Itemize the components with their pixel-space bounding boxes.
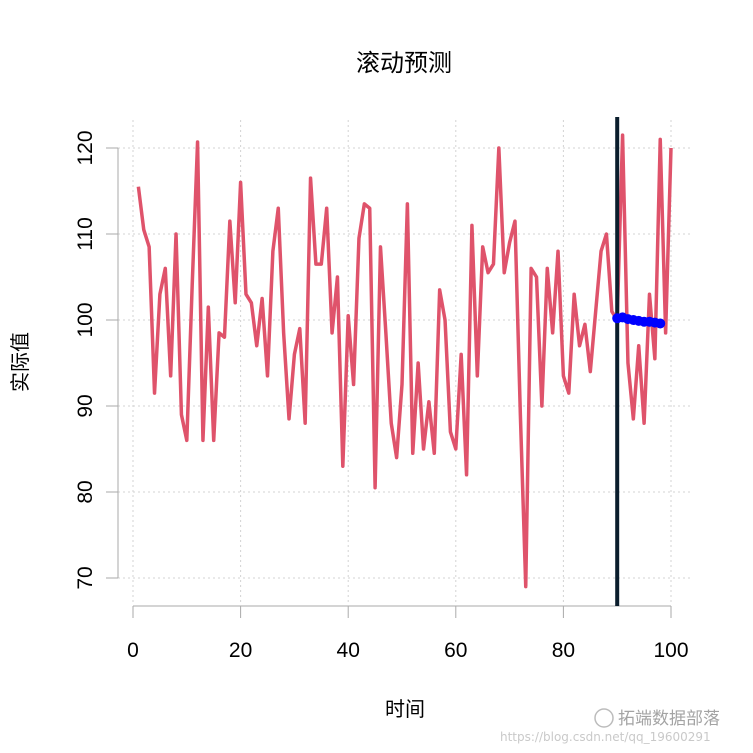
y-tick-label: 100 — [74, 302, 97, 337]
y-tick-label: 90 — [74, 394, 97, 417]
series-line-actual — [136, 133, 673, 589]
axes: 0 20 40 60 80 100 70 80 90 100 110 120 — [74, 130, 689, 662]
watermark-logo-icon — [594, 708, 614, 728]
forecast-point — [655, 318, 666, 329]
grid-lines — [118, 120, 692, 605]
y-tick-label: 70 — [74, 566, 97, 589]
series-group — [136, 117, 673, 606]
x-tick-label: 60 — [444, 639, 467, 662]
x-tick-label: 20 — [229, 639, 252, 662]
y-tick-label: 110 — [74, 217, 97, 250]
x-tick-label: 0 — [127, 639, 139, 662]
y-axis-label: 实际值 — [8, 332, 32, 392]
x-tick-label: 100 — [653, 639, 688, 662]
watermark-text: 拓端数据部落 — [618, 709, 720, 729]
x-tick-label: 40 — [337, 639, 360, 662]
y-tick-label: 80 — [74, 480, 97, 503]
watermark-url: https://blog.csdn.net/qq_19600291 — [500, 730, 711, 744]
y-tick-label: 120 — [74, 130, 97, 165]
watermark: 拓端数据部落 https://blog.csdn.net/qq_19600291 — [500, 708, 720, 744]
x-tick-label: 80 — [552, 639, 575, 662]
chart-title: 滚动预测 — [356, 49, 452, 77]
x-axis-label: 时间 — [385, 697, 425, 721]
